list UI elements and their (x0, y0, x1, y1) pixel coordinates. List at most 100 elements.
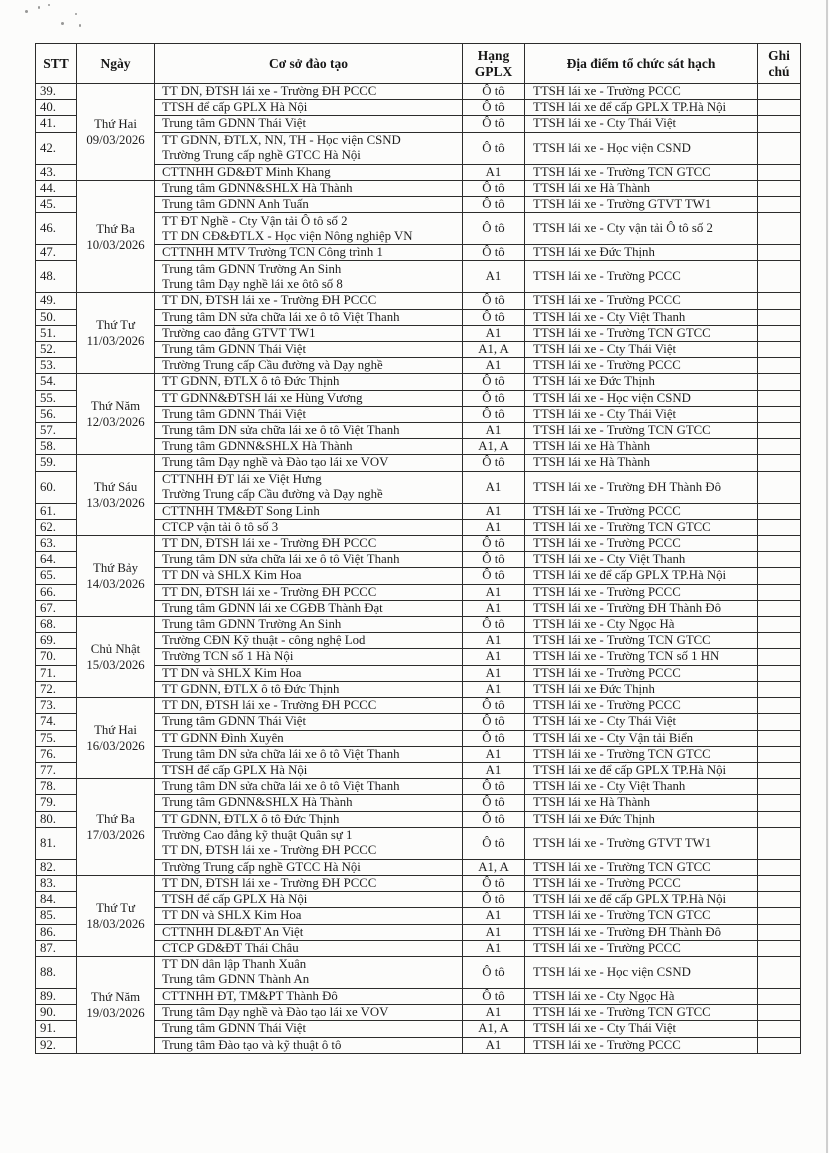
note-cell (757, 987, 801, 1006)
exam-location-cell: TTSH lái xe - Trường ĐH Thành Đô (524, 923, 758, 941)
note-cell (757, 99, 801, 117)
training-facility-cell: TT GDNN, ĐTLX ô tô Đức Thịnh (154, 373, 463, 391)
exam-location-cell: TTSH lái xe - Cty Việt Thanh (524, 551, 758, 569)
training-facility-cell: TT GDNN Đình Xuyên (154, 729, 463, 747)
exam-location-cell: TTSH lái xe Hà Thành (524, 794, 758, 812)
note-cell (757, 244, 801, 262)
note-cell (757, 212, 801, 246)
stt-cell: 39. (35, 82, 77, 101)
table-row: 59. Thứ Sáu 13/03/2026 Trung tâm Dạy nghề v… (35, 454, 801, 537)
exam-location-cell: TTSH lái xe Hà Thành (524, 438, 758, 456)
exam-schedule-table: STT Ngày Cơ sở đào tạo Hạng GPLX Địa điể… (35, 43, 801, 1054)
stt-cell: 85. (35, 907, 77, 925)
header-row: STT Ngày Cơ sở đào tạo Hạng GPLX Địa điể… (35, 43, 801, 84)
license-class-cell: Ô tô (462, 196, 525, 214)
exam-location-cell: TTSH lái xe - Cty vận tải Ô tô số 2 (524, 212, 758, 246)
stt-cell: 42. (35, 131, 77, 165)
note-cell (757, 308, 801, 326)
training-facility-cell: Trung tâm GDNN Trường An Sinh (154, 616, 463, 634)
license-class-cell: A1 (462, 163, 525, 181)
license-class-cell: A1 (462, 632, 525, 650)
license-class-cell: A1 (462, 599, 525, 618)
exam-location-cell: TTSH lái xe - Cty Việt Thanh (524, 778, 758, 796)
stt-cell: 56. (35, 405, 77, 424)
stt-cell: 70. (35, 648, 77, 666)
license-class-cell: A1 (462, 907, 525, 925)
license-class-cell: A1 (462, 260, 525, 294)
table-row: 51. Trường cao đẳng GTVT TW1 A1 TTSH lái xe… (35, 324, 801, 343)
stt-cell: 86. (35, 923, 77, 941)
training-facility-cell: Trường cao đẳng GTVT TW1 (154, 324, 463, 343)
scan-mark (25, 10, 28, 13)
exam-location-cell: TTSH lái xe - Học viện CSND (524, 131, 758, 165)
training-facility-cell: Trường CĐN Kỹ thuật - công nghệ Lod (154, 632, 463, 650)
note-cell (757, 115, 801, 133)
license-class-cell: Ô tô (462, 891, 525, 909)
training-facility-cell: TT GDNN&ĐTSH lái xe Hùng Vương (154, 389, 463, 407)
stt-cell: 52. (35, 341, 77, 359)
date-cell: Thứ Năm 19/03/2026 (76, 955, 155, 1054)
stt-cell: 82. (35, 858, 77, 876)
table-row: 50. Trung tâm DN sửa chữa lái xe ô tô Việ… (35, 308, 801, 326)
license-class-cell: A1 (462, 664, 525, 682)
scan-mark (75, 13, 77, 15)
license-class-cell: Ô tô (462, 713, 525, 731)
license-class-cell: Ô tô (462, 794, 525, 812)
note-cell (757, 583, 801, 601)
note-cell (757, 632, 801, 650)
schedule-table-body: 39. Thứ Hai 09/03/2026 TT DN, ĐTSH lái xe -… (35, 82, 801, 1054)
license-class-cell: A1 (462, 502, 525, 520)
training-facility-cell: TT DN, ĐTSH lái xe - Trường ĐH PCCC (154, 874, 463, 893)
license-class-cell: A1 (462, 324, 525, 343)
exam-location-cell: TTSH lái xe - Trường ĐH Thành Đô (524, 599, 758, 618)
date-cell: Thứ Năm 12/03/2026 (76, 373, 155, 456)
note-cell (757, 292, 801, 310)
training-facility-cell: TT ĐT Nghề - Cty Vận tải Ô tô số 2 TT DN … (154, 212, 463, 246)
table-row: 75. TT GDNN Đình Xuyên Ô tô TTSH lái xe - C… (35, 729, 801, 747)
exam-location-cell: TTSH lái xe - Trường PCCC (524, 939, 758, 957)
exam-location-cell: TTSH lái xe - Trường PCCC (524, 697, 758, 715)
license-class-cell: A1 (462, 648, 525, 666)
license-class-cell: A1 (462, 939, 525, 957)
table-row: 52. Trung tâm GDNN Thái Việt A1, A TTSH lái… (35, 341, 801, 359)
training-facility-cell: Trường Trung cấp nghề GTCC Hà Nội (154, 858, 463, 876)
col-header-co-so-dao-tao: Cơ sở đào tạo (154, 43, 463, 84)
note-cell (757, 599, 801, 618)
date-cell: Thứ Tư 18/03/2026 (76, 874, 155, 957)
note-cell (757, 470, 801, 504)
note-cell (757, 341, 801, 359)
note-cell (757, 324, 801, 343)
note-cell (757, 551, 801, 569)
license-class-cell: Ô tô (462, 389, 525, 407)
exam-location-cell: TTSH lái xe Đức Thịnh (524, 680, 758, 699)
training-facility-cell: Trung tâm GDNN Thái Việt (154, 405, 463, 424)
table-row: 39. Thứ Hai 09/03/2026 TT DN, ĐTSH lái xe -… (35, 82, 801, 181)
training-facility-cell: Trung tâm DN sửa chữa lái xe ô tô Việt T… (154, 745, 463, 763)
license-class-cell: Ô tô (462, 244, 525, 262)
training-facility-cell: TT GDNN, ĐTLX ô tô Đức Thịnh (154, 810, 463, 828)
license-class-cell: A1 (462, 1036, 525, 1054)
training-facility-cell: Trung tâm GDNN Trường An Sinh Trung tâm D… (154, 260, 463, 294)
date-cell: Thứ Hai 16/03/2026 (76, 697, 155, 780)
stt-cell: 84. (35, 891, 77, 909)
training-facility-cell: TT GDNN, ĐTLX ô tô Đức Thịnh (154, 680, 463, 699)
stt-cell: 49. (35, 292, 77, 310)
note-cell (757, 518, 801, 537)
exam-location-cell: TTSH lái xe - Trường ĐH Thành Đô (524, 470, 758, 504)
training-facility-cell: CTTNHH MTV Trường TCN Công trình 1 (154, 244, 463, 262)
table-row: 46. TT ĐT Nghề - Cty Vận tải Ô tô số 2 TT … (35, 212, 801, 246)
training-facility-cell: TTSH để cấp GPLX Hà Nội (154, 761, 463, 780)
stt-cell: 90. (35, 1004, 77, 1022)
exam-location-cell: TTSH lái xe - Trường PCCC (524, 1036, 758, 1054)
stt-cell: 61. (35, 502, 77, 520)
date-cell: Thứ Ba 10/03/2026 (76, 179, 155, 294)
col-header-dia-diem: Địa điểm tổ chức sát hạch (524, 43, 758, 84)
exam-location-cell: TTSH lái xe để cấp GPLX TP.Hà Nội (524, 891, 758, 909)
note-cell (757, 179, 801, 198)
exam-location-cell: TTSH lái xe Hà Thành (524, 454, 758, 472)
note-cell (757, 1020, 801, 1038)
table-row: 80. TT GDNN, ĐTLX ô tô Đức Thịnh Ô tô TTSH … (35, 810, 801, 828)
note-cell (757, 874, 801, 893)
stt-cell: 41. (35, 115, 77, 133)
training-facility-cell: TTSH để cấp GPLX Hà Nội (154, 99, 463, 117)
